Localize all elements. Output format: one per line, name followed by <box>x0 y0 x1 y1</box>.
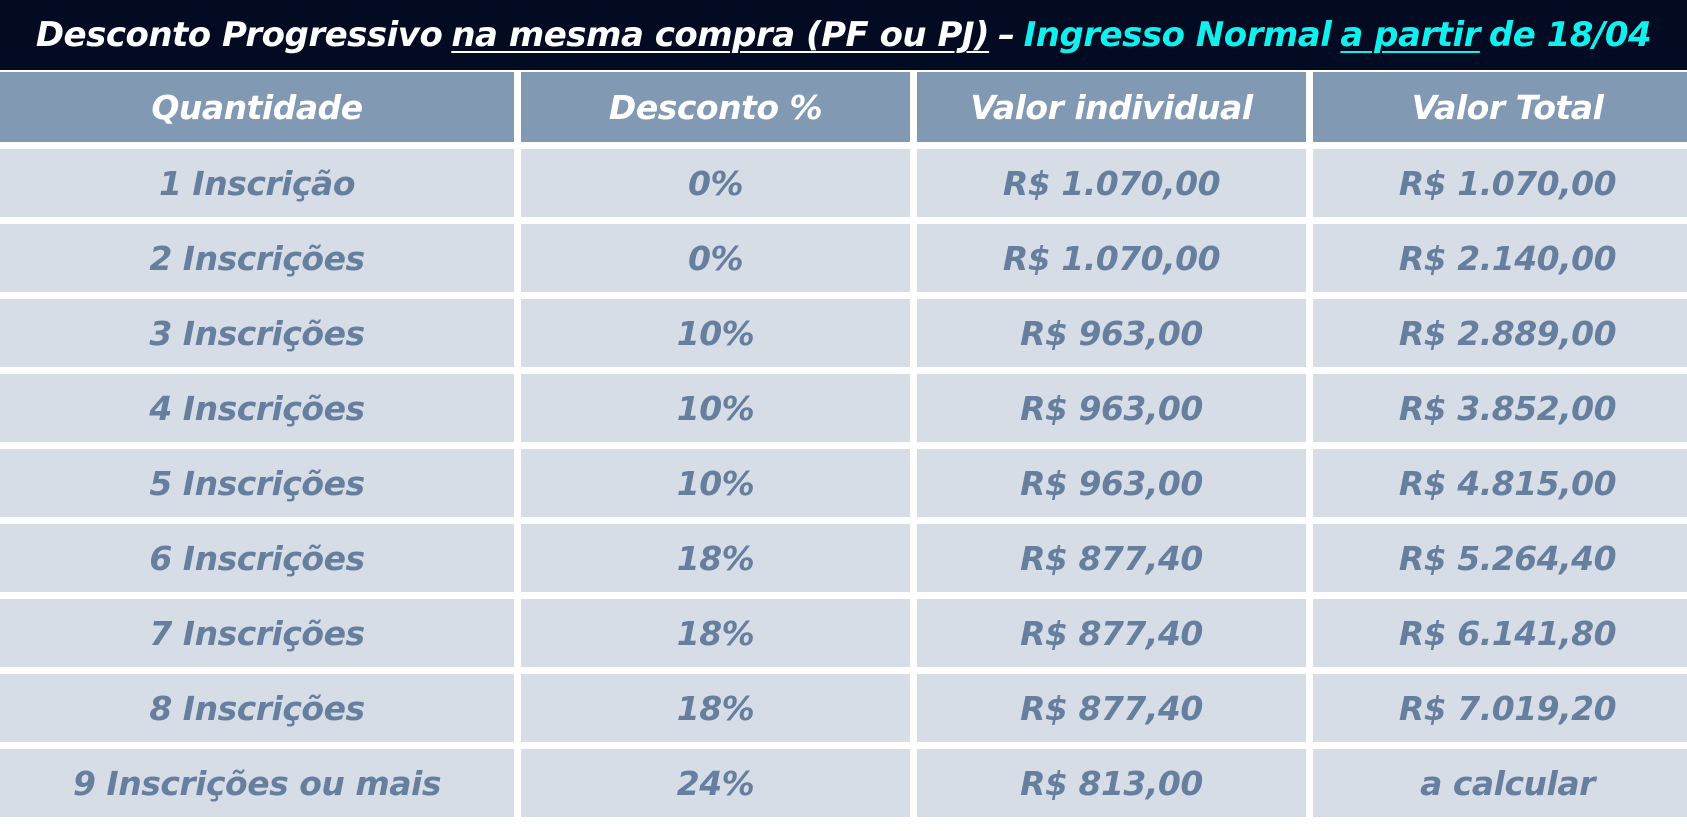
page-title: Desconto Progressivo na mesma compra (PF… <box>0 0 1687 70</box>
row-7-valor-total: R$ 6.141,80 <box>1313 599 1687 667</box>
title-part-5: a partir <box>1340 15 1480 55</box>
title-part-2: na mesma compra (PF ou PJ) <box>451 15 990 55</box>
row-3-valor-individual: R$ 963,00 <box>917 299 1306 367</box>
row-5-valor-total: R$ 4.815,00 <box>1313 449 1687 517</box>
row-7-desconto: 18% <box>521 599 910 667</box>
row-8-valor-individual: R$ 877,40 <box>917 674 1306 742</box>
row-4-valor-individual: R$ 963,00 <box>917 374 1306 442</box>
row-1-desconto: 0% <box>521 149 910 217</box>
row-4-valor-total: R$ 3.852,00 <box>1313 374 1687 442</box>
header-valor-individual: Valor individual <box>917 72 1306 142</box>
row-5-valor-individual: R$ 963,00 <box>917 449 1306 517</box>
row-2-desconto: 0% <box>521 224 910 292</box>
row-9-valor-total: a calcular <box>1313 749 1687 817</box>
row-3-valor-total: R$ 2.889,00 <box>1313 299 1687 367</box>
row-2-valor-total: R$ 2.140,00 <box>1313 224 1687 292</box>
title-part-4: Ingresso Normal <box>1023 15 1332 55</box>
row-2-valor-individual: R$ 1.070,00 <box>917 224 1306 292</box>
row-2-quantidade: 2 Inscrições <box>0 224 514 292</box>
row-4-desconto: 10% <box>521 374 910 442</box>
row-3-quantidade: 3 Inscrições <box>0 299 514 367</box>
row-5-desconto: 10% <box>521 449 910 517</box>
row-9-desconto: 24% <box>521 749 910 817</box>
row-4-quantidade: 4 Inscrições <box>0 374 514 442</box>
title-part-6: de 18/04 <box>1488 15 1652 55</box>
row-7-quantidade: 7 Inscrições <box>0 599 514 667</box>
title-part-1: Desconto Progressivo <box>35 15 443 55</box>
row-1-valor-total: R$ 1.070,00 <box>1313 149 1687 217</box>
row-6-quantidade: 6 Inscrições <box>0 524 514 592</box>
row-1-quantidade: 1 Inscrição <box>0 149 514 217</box>
row-7-valor-individual: R$ 877,40 <box>917 599 1306 667</box>
row-6-desconto: 18% <box>521 524 910 592</box>
row-6-valor-total: R$ 5.264,40 <box>1313 524 1687 592</box>
title-part-3: – <box>998 15 1015 55</box>
row-9-quantidade: 9 Inscrições ou mais <box>0 749 514 817</box>
row-3-desconto: 10% <box>521 299 910 367</box>
discount-table: Quantidade Desconto % Valor individual V… <box>0 72 1687 817</box>
row-1-valor-individual: R$ 1.070,00 <box>917 149 1306 217</box>
row-8-valor-total: R$ 7.019,20 <box>1313 674 1687 742</box>
header-quantidade: Quantidade <box>0 72 514 142</box>
row-5-quantidade: 5 Inscrições <box>0 449 514 517</box>
row-8-desconto: 18% <box>521 674 910 742</box>
row-8-quantidade: 8 Inscrições <box>0 674 514 742</box>
header-valor-total: Valor Total <box>1313 72 1687 142</box>
header-desconto: Desconto % <box>521 72 910 142</box>
row-9-valor-individual: R$ 813,00 <box>917 749 1306 817</box>
row-6-valor-individual: R$ 877,40 <box>917 524 1306 592</box>
